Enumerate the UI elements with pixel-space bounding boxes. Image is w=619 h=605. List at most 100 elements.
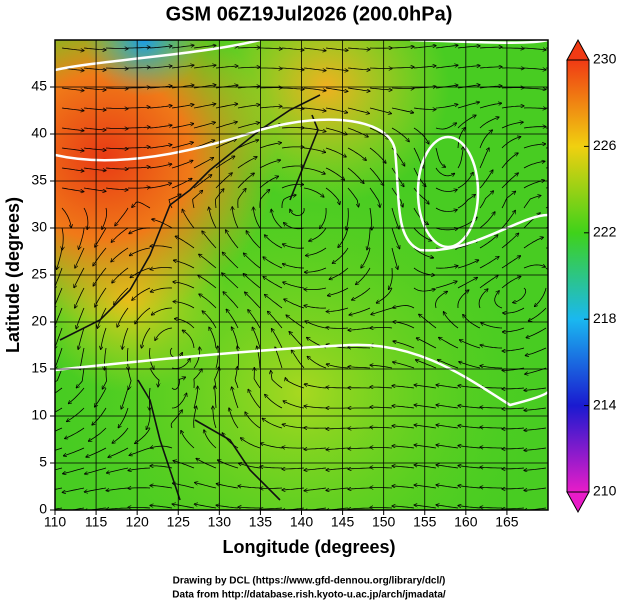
streamline: [281, 68, 304, 70]
streamline: [347, 127, 368, 137]
streamline: [175, 236, 195, 249]
streamline: [80, 347, 85, 370]
streamline: [149, 46, 172, 49]
streamline: [118, 407, 129, 428]
streamline: [479, 130, 492, 149]
streamline: [150, 505, 173, 509]
streamline: [83, 127, 106, 130]
streamline: [268, 311, 283, 329]
streamline: [171, 45, 194, 49]
streamline: [237, 123, 259, 129]
streamline: [214, 386, 216, 409]
streamline: [369, 187, 380, 207]
streamline: [262, 418, 283, 429]
streamline: [121, 387, 129, 409]
streamline: [303, 47, 326, 51]
streamline: [234, 367, 238, 389]
streamline: [173, 282, 195, 289]
streamline: [198, 275, 217, 289]
streamline: [457, 128, 465, 149]
streamline: [237, 67, 260, 68]
streamline: [304, 448, 327, 449]
streamline: [413, 187, 429, 204]
streamline: [290, 207, 305, 216]
streamline: [348, 488, 370, 489]
streamline: [237, 105, 260, 109]
streamline: [79, 227, 85, 249]
streamline: [150, 268, 173, 270]
streamline: [83, 207, 88, 229]
streamline: [254, 368, 261, 389]
streamline: [237, 346, 238, 369]
streamline: [303, 67, 326, 71]
streamline: [259, 160, 280, 169]
streamline: [61, 167, 84, 171]
streamline: [226, 309, 239, 329]
streamline: [128, 147, 150, 148]
streamline: [419, 314, 437, 329]
streamline: [272, 329, 283, 349]
streamline: [128, 167, 150, 168]
streamline: [226, 230, 239, 249]
streamline: [326, 507, 349, 510]
streamline: [172, 504, 195, 509]
streamline: [347, 67, 370, 70]
streamline: [370, 508, 393, 509]
streamline: [62, 227, 63, 250]
streamline: [436, 445, 459, 449]
streamline: [95, 387, 107, 407]
streamline: [107, 467, 129, 473]
streamline: [391, 227, 400, 249]
streamline: [494, 291, 503, 309]
streamline: [150, 486, 173, 489]
streamline: [74, 267, 85, 288]
streamline: [132, 201, 151, 209]
streamline: [389, 267, 393, 289]
streamline: [370, 427, 393, 428]
streamline: [326, 448, 349, 450]
streamline: [243, 274, 261, 289]
y-tick-label: 40: [31, 125, 47, 141]
streamline: [460, 340, 481, 349]
streamline: [436, 465, 459, 469]
streamline: [436, 385, 459, 389]
streamline: [260, 48, 282, 49]
streamline: [528, 307, 547, 321]
streamline: [222, 273, 239, 289]
streamline: [75, 247, 85, 268]
streamline: [346, 207, 348, 230]
streamline: [435, 228, 458, 230]
footer-line: Drawing by DCL (https://www.gfd-dennou.o…: [173, 576, 446, 587]
streamline: [501, 122, 523, 129]
streamline: [171, 105, 194, 109]
streamline: [83, 187, 106, 191]
streamline: [252, 327, 261, 349]
streamline: [325, 127, 347, 135]
streamline: [149, 347, 154, 369]
y-tick-label: 0: [39, 501, 47, 517]
streamline: [61, 47, 84, 51]
x-tick-label: 135: [249, 514, 273, 530]
streamline: [149, 183, 171, 189]
streamline: [370, 387, 393, 388]
streamline: [202, 311, 217, 329]
streamline: [106, 487, 129, 491]
streamline: [193, 158, 213, 169]
streamline: [304, 288, 327, 290]
x-tick-label: 120: [125, 514, 149, 530]
streamline: [479, 67, 502, 68]
streamline: [128, 367, 132, 389]
streamline: [480, 487, 502, 488]
streamline: [102, 207, 108, 229]
streamline: [480, 427, 502, 428]
streamline: [57, 247, 63, 269]
streamline: [523, 48, 546, 50]
streamline: [55, 507, 63, 510]
streamline: [259, 106, 282, 108]
y-tick-label: 45: [31, 78, 47, 94]
streamline: [55, 347, 63, 369]
streamline: [216, 484, 239, 489]
streamline: [392, 506, 415, 509]
streamline: [149, 106, 172, 109]
streamline: [281, 147, 304, 148]
